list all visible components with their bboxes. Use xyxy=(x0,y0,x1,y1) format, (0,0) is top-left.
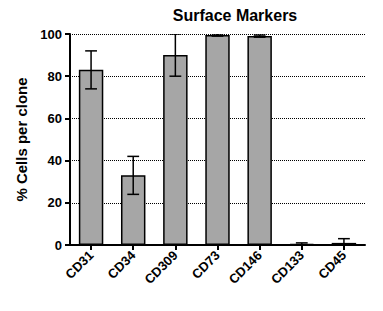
svg-text:40: 40 xyxy=(48,153,62,168)
svg-text:60: 60 xyxy=(48,111,62,126)
svg-text:CD34: CD34 xyxy=(104,247,139,282)
svg-text:80: 80 xyxy=(48,69,62,84)
svg-text:CD146: CD146 xyxy=(226,248,265,287)
svg-text:CD45: CD45 xyxy=(315,248,349,282)
svg-text:% Cells per clone: % Cells per clone xyxy=(13,77,30,201)
svg-text:20: 20 xyxy=(48,195,62,210)
svg-text:0: 0 xyxy=(55,238,62,253)
svg-text:CD133: CD133 xyxy=(268,248,307,287)
svg-text:CD73: CD73 xyxy=(189,248,223,282)
svg-text:CD31: CD31 xyxy=(62,248,96,282)
svg-text:CD309: CD309 xyxy=(141,248,180,287)
svg-text:Surface Markers: Surface Markers xyxy=(173,7,298,24)
svg-text:100: 100 xyxy=(40,27,62,42)
